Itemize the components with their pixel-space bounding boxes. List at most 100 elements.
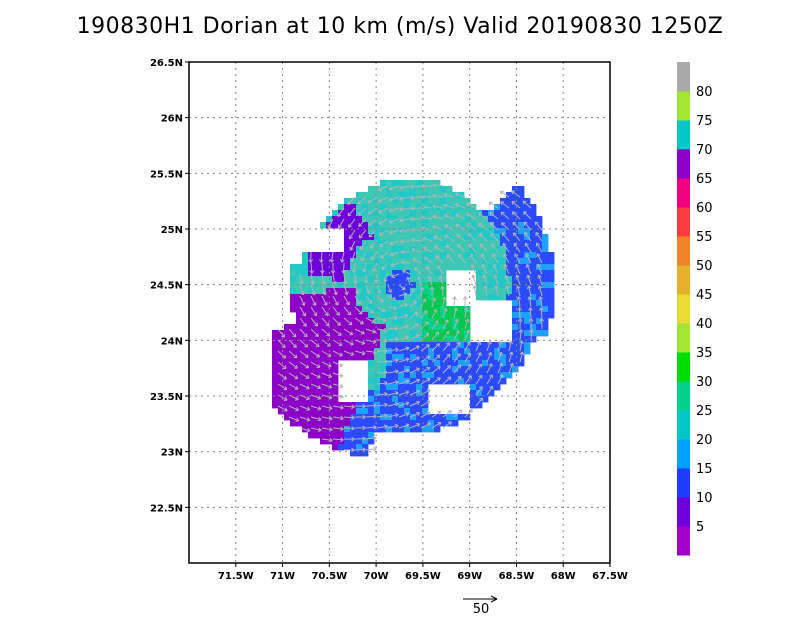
wind-speed-cell — [392, 384, 399, 391]
wind-vector — [398, 284, 406, 291]
wind-speed-cell — [500, 354, 507, 361]
wind-speed-cell — [320, 258, 327, 265]
wind-vector-head — [487, 340, 492, 345]
wind-speed-cell — [416, 426, 423, 433]
wind-vector-head — [310, 280, 315, 285]
wind-speed-cell — [332, 378, 339, 385]
wind-vector-head — [361, 340, 366, 345]
wind-vector — [332, 394, 344, 398]
wind-speed-cell — [314, 336, 321, 343]
wind-vector — [398, 380, 410, 385]
wind-vector — [442, 342, 450, 352]
wind-speed-cell — [386, 252, 393, 259]
wind-speed-cell — [380, 198, 387, 205]
wind-speed-cell — [296, 300, 303, 307]
wind-speed-cell — [302, 276, 309, 283]
wind-vector — [398, 369, 410, 374]
colorbar-label: 10 — [696, 491, 713, 506]
wind-vector — [456, 234, 466, 242]
wind-speed-cell — [356, 336, 363, 343]
wind-vector — [420, 332, 430, 341]
wind-speed-cell — [524, 318, 531, 325]
wind-vector — [365, 284, 370, 294]
wind-speed-cell — [476, 378, 483, 385]
wind-speed-cell — [524, 288, 531, 295]
wind-speed-cell — [470, 396, 477, 403]
wind-speed-cell — [368, 246, 375, 253]
wind-vector — [299, 317, 307, 327]
wind-vector-head — [330, 270, 336, 274]
x-tick-label: 68W — [551, 571, 576, 582]
wind-vector-head — [363, 280, 369, 284]
wind-speed-cell — [416, 414, 423, 421]
wind-speed-cell — [398, 396, 405, 403]
wind-vector-head — [517, 307, 522, 311]
wind-speed-cell — [296, 264, 303, 271]
wind-speed-cell — [344, 276, 351, 283]
wind-speed-cell — [482, 372, 489, 379]
wind-vector-head — [445, 330, 450, 335]
wind-vector-head — [384, 391, 388, 397]
wind-speed-cell — [344, 264, 351, 271]
wind-vector-head — [384, 380, 388, 386]
wind-vector-head — [422, 246, 427, 251]
wind-speed-cell — [368, 186, 375, 193]
wind-vector-head — [390, 262, 395, 268]
wind-speed-cell — [452, 366, 459, 373]
wind-speed-cell — [368, 384, 375, 391]
wind-speed-cell — [422, 318, 429, 325]
wind-speed-cell — [374, 240, 381, 247]
wind-speed-cell — [314, 276, 321, 283]
wind-speed-cell — [440, 420, 447, 427]
wind-vector — [321, 383, 333, 388]
wind-vector — [376, 284, 381, 294]
wind-speed-cell — [374, 186, 381, 193]
wind-vector — [387, 425, 399, 429]
wind-vector-head — [436, 377, 441, 382]
wind-speed-cell — [458, 312, 465, 319]
wind-speed-cell — [530, 234, 537, 241]
wind-speed-cell — [332, 312, 339, 319]
wind-vector — [349, 240, 356, 251]
wind-vector-head — [512, 221, 517, 226]
wind-vector-head — [478, 363, 483, 368]
wind-speed-cell — [284, 402, 291, 409]
wind-vector-head — [349, 331, 354, 336]
wind-vector-head — [327, 224, 332, 229]
wind-speed-cell — [320, 324, 327, 331]
wind-speed-cell — [374, 324, 381, 331]
wind-speed-cell — [338, 318, 345, 325]
wind-speed-cell — [386, 342, 393, 349]
wind-speed-cell — [386, 234, 393, 241]
wind-speed-cell — [434, 312, 441, 319]
wind-speed-cell — [380, 294, 387, 301]
wind-vector — [310, 427, 322, 431]
wind-speed-cell — [332, 396, 339, 403]
wind-vector-head — [383, 278, 388, 283]
wind-speed-cell — [398, 366, 405, 373]
wind-speed-cell — [356, 216, 363, 223]
wind-speed-cell — [362, 408, 369, 415]
wind-speed-cell — [392, 372, 399, 379]
wind-speed-cell — [320, 390, 327, 397]
wind-speed-cell — [446, 264, 453, 271]
wind-speed-cell — [548, 288, 555, 295]
wind-speed-cell — [518, 228, 525, 235]
wind-speed-cell — [404, 306, 411, 313]
wind-vector-head — [349, 341, 354, 346]
wind-speed-cell — [284, 354, 291, 361]
wind-vector-head — [381, 265, 386, 270]
wind-vector — [354, 317, 364, 325]
wind-speed-cell — [272, 342, 279, 349]
wind-speed-cell — [398, 204, 405, 211]
wind-vector-head — [388, 219, 393, 224]
wind-speed-cell — [380, 234, 387, 241]
wind-speed-cell — [302, 330, 309, 337]
wind-speed-cell — [290, 288, 297, 295]
wind-vector-head — [421, 298, 427, 303]
wind-speed-cell — [434, 270, 441, 277]
wind-speed-cell — [458, 342, 465, 349]
wind-vector — [489, 201, 499, 209]
wind-speed-cell — [434, 186, 441, 193]
wind-speed-cell — [452, 246, 459, 253]
